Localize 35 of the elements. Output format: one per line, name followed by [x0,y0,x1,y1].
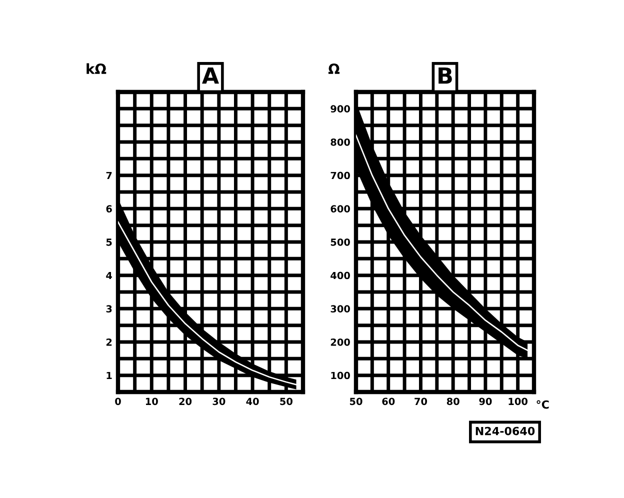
x-tick-label: 50 [280,398,292,406]
y-tick-label: 700 [330,172,350,180]
x-tick-label: 40 [246,398,259,406]
y-tick-label: 800 [330,138,350,146]
x-tick-label: 80 [446,398,460,406]
x-tick-label: 10 [146,398,158,406]
y-tick-label: 5 [106,238,112,246]
x-tick-label: 90 [479,398,492,406]
y-tick-label: 3 [106,305,112,312]
y-tick-label: 7 [106,172,112,180]
y-tick-label: 6 [106,205,112,212]
y-tick-label: 300 [330,305,350,312]
x-tick-label: 0 [115,398,121,406]
x-tick-label: 50 [350,398,362,406]
chart-title: A [202,67,219,84]
line-series [356,134,528,352]
y-tick-label: 200 [330,338,350,346]
y-tick-label: 1 [106,372,112,380]
y-axis-title: kΩ [86,63,106,74]
x-tick-label: 20 [179,398,192,406]
x-axis-title: °C [536,400,549,409]
text: N24-0640 [476,426,535,436]
y-tick-label: 2 [106,338,112,346]
chart-title: B [438,67,452,84]
x-tick-label: 100 [508,398,528,406]
y-tick-label: 600 [330,205,350,212]
y-tick-label: 100 [331,372,350,380]
y-axis-title: Ω [328,64,340,74]
x-tick-label: 30 [212,398,226,406]
y-tick-label: 900 [330,105,350,112]
y-tick-label: 4 [106,272,112,280]
y-tick-label: 400 [330,272,350,280]
x-tick-label: 70 [414,398,428,406]
y-tick-label: 500 [330,238,350,246]
x-tick-label: 60 [382,398,395,406]
